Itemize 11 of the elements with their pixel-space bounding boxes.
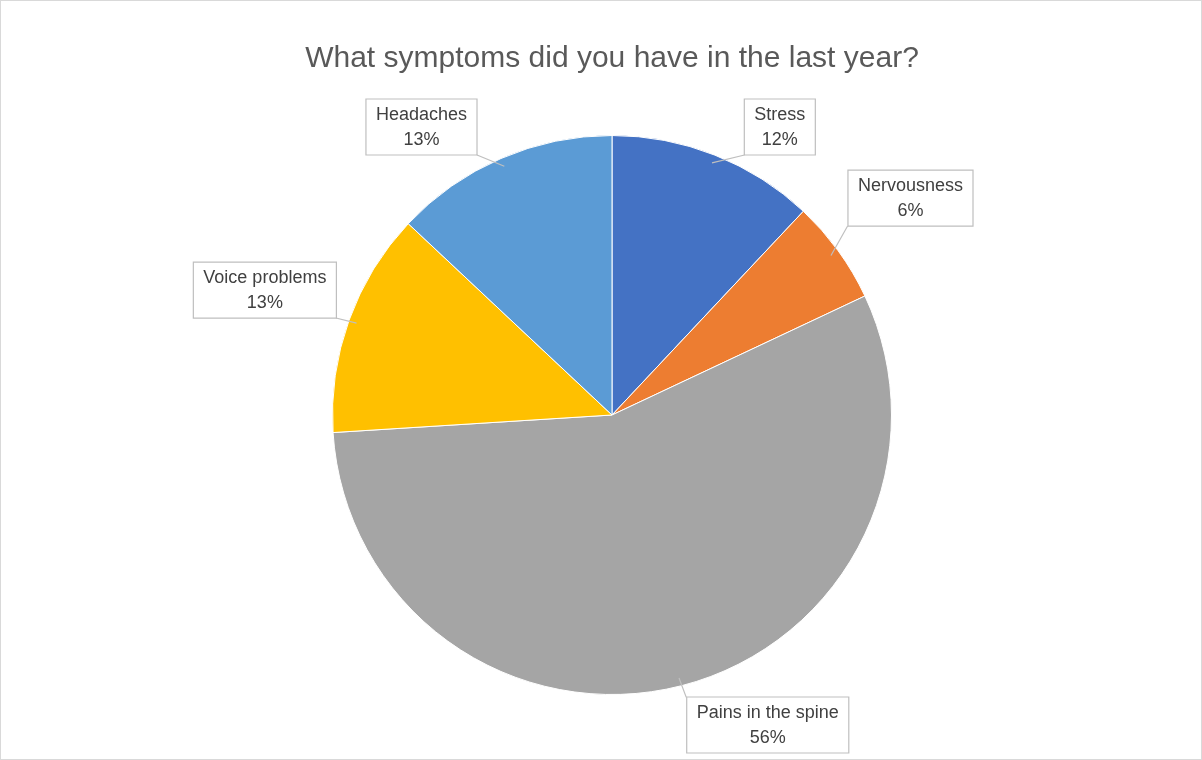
data-label: 6% bbox=[897, 200, 924, 221]
data-label: 13% bbox=[403, 128, 440, 149]
chart-title: What symptoms did you have in the last year? bbox=[305, 40, 919, 74]
slice-label: Headaches bbox=[375, 103, 468, 124]
slice-label: Stress bbox=[754, 103, 806, 124]
slice-label: Nervousness bbox=[857, 175, 963, 196]
slice-label: Voice problems bbox=[203, 266, 327, 287]
data-label: 56% bbox=[749, 726, 786, 747]
data-label: 13% bbox=[246, 291, 283, 312]
slice-label: Pains in the spine bbox=[696, 701, 839, 722]
data-label: 12% bbox=[761, 128, 798, 149]
